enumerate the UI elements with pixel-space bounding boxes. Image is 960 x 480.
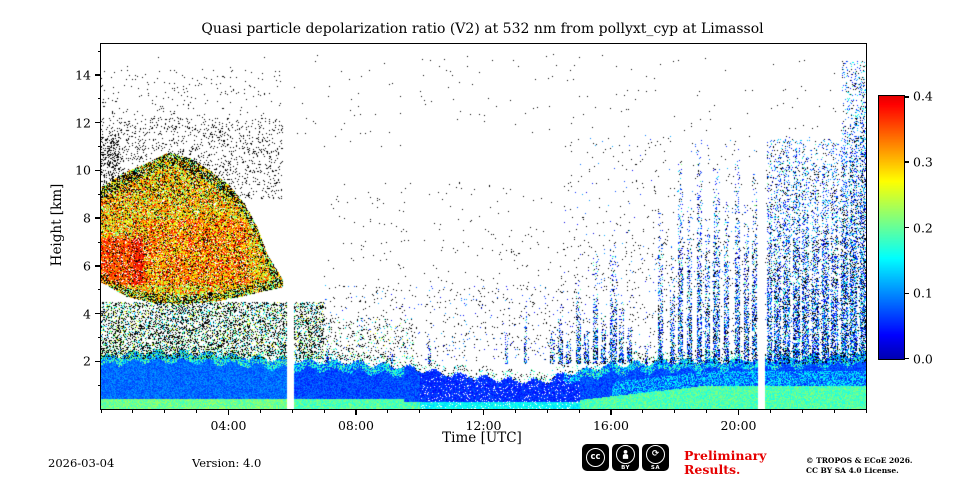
colorbar-tick-label: 0.1: [913, 285, 933, 301]
license-line2: CC BY SA 4.0 License.: [806, 466, 899, 476]
cc-sa-label: SA: [650, 464, 661, 471]
x-axis-major-tick: [610, 409, 612, 415]
y-axis-minor-tick: [97, 146, 101, 148]
x-axis-tick-label: 12:00: [465, 418, 502, 433]
x-axis-minor-tick: [132, 409, 134, 413]
y-axis-minor-tick: [97, 241, 101, 243]
y-axis-minor-tick: [97, 98, 101, 100]
y-axis-minor-tick: [97, 193, 101, 195]
colorbar-tick: [904, 226, 909, 229]
x-axis-minor-tick: [387, 409, 389, 413]
y-axis-major-tick: [95, 169, 101, 172]
cc-logo-badge: cc: [582, 444, 609, 471]
cc-sa-badge: ⟳ SA: [642, 444, 669, 471]
y-axis-minor-tick: [97, 50, 101, 52]
y-axis-tick-label: 2: [83, 353, 91, 369]
colorbar-tick-label: 0.2: [913, 220, 933, 235]
cc-by-badge: BY: [612, 444, 639, 471]
chart-title: Quasi particle depolarization ratio (V2)…: [201, 21, 764, 37]
x-axis-minor-tick: [514, 409, 516, 413]
y-axis-major-tick: [95, 74, 101, 76]
y-axis-minor-tick: [97, 289, 101, 291]
x-axis-major-tick: [737, 409, 740, 415]
y-axis-minor-tick: [97, 336, 101, 338]
x-axis-minor-tick: [100, 409, 102, 413]
x-axis-minor-tick: [451, 409, 453, 413]
y-axis-tick-label: 8: [83, 210, 91, 226]
colorbar-canvas: [879, 96, 904, 359]
y-axis-tick-label: 14: [75, 67, 91, 83]
colorbar-tick-label: 0.3: [913, 154, 933, 170]
x-axis-minor-tick: [546, 409, 548, 413]
y-axis-major-tick: [95, 312, 101, 315]
y-axis-major-tick: [95, 121, 101, 124]
y-axis-major-tick: [95, 265, 101, 267]
x-axis-minor-tick: [291, 409, 293, 413]
y-axis-major-tick: [95, 360, 101, 363]
heatmap-canvas: [101, 44, 866, 409]
colorbar-tick: [904, 357, 909, 359]
x-axis-minor-tick: [196, 409, 198, 413]
colorbar-tick: [904, 292, 909, 294]
y-axis-tick-label: 10: [75, 162, 91, 178]
x-axis-minor-tick: [642, 409, 644, 413]
x-axis-tick-label: 04:00: [210, 418, 247, 433]
cc-by-label: BY: [621, 464, 630, 471]
x-axis-tick-label: 08:00: [337, 418, 375, 433]
y-axis-tick-label: 12: [75, 115, 91, 131]
colorbar-tick: [904, 161, 909, 163]
x-axis-tick-label: 20:00: [720, 418, 757, 433]
license-note: © TROPOS & ECoE 2026. CC BY SA 4.0 Licen…: [806, 456, 913, 476]
y-axis-major-tick: [95, 217, 101, 219]
version-label: Version: 4.0: [192, 456, 262, 470]
x-axis-minor-tick: [833, 409, 835, 413]
x-axis-major-tick: [227, 409, 230, 415]
y-axis-tick-label: 6: [83, 258, 91, 274]
preliminary-note: Preliminary Results.: [684, 448, 767, 478]
share-alike-icon: ⟳: [646, 444, 665, 464]
date-label: 2026-03-04: [48, 456, 115, 470]
preliminary-line2: Results.: [684, 462, 741, 478]
colorbar: 0.0 0.1 0.2 0.3 0.4: [878, 89, 933, 367]
x-axis-minor-tick: [706, 409, 708, 413]
colorbar-tick: [904, 96, 909, 98]
x-axis-minor-tick: [801, 409, 803, 413]
plot-area: 04:00 08:00 12:00 16:00 20:00 2 4 6 8 10 12 14: [75, 43, 867, 433]
x-axis-minor-tick: [259, 409, 261, 413]
x-axis-minor-tick: [865, 409, 867, 413]
y-axis-minor-tick: [97, 384, 101, 386]
cc-badges: cc BY ⟳ SA: [582, 444, 669, 471]
preliminary-line1: Preliminary: [684, 448, 767, 463]
x-axis-major-tick: [482, 409, 485, 415]
colorbar-tick-label: 0.4: [913, 88, 933, 104]
x-axis-minor-tick: [323, 409, 325, 413]
x-axis-minor-tick: [674, 409, 676, 413]
y-axis-tick-label: 4: [83, 306, 91, 322]
x-axis-minor-tick: [164, 409, 166, 413]
x-axis-label: Time [UTC]: [442, 430, 522, 446]
x-axis-tick-label: 16:00: [592, 418, 630, 433]
person-icon: [616, 444, 635, 464]
x-axis-minor-tick: [578, 409, 580, 413]
x-axis-minor-tick: [769, 409, 771, 413]
x-axis-major-tick: [355, 409, 357, 415]
license-line1: © TROPOS & ECoE 2026.: [806, 456, 913, 465]
colorbar-tick-label: 0.0: [913, 351, 933, 367]
x-axis-minor-tick: [419, 409, 421, 413]
cc-logo-icon: cc: [586, 448, 605, 467]
